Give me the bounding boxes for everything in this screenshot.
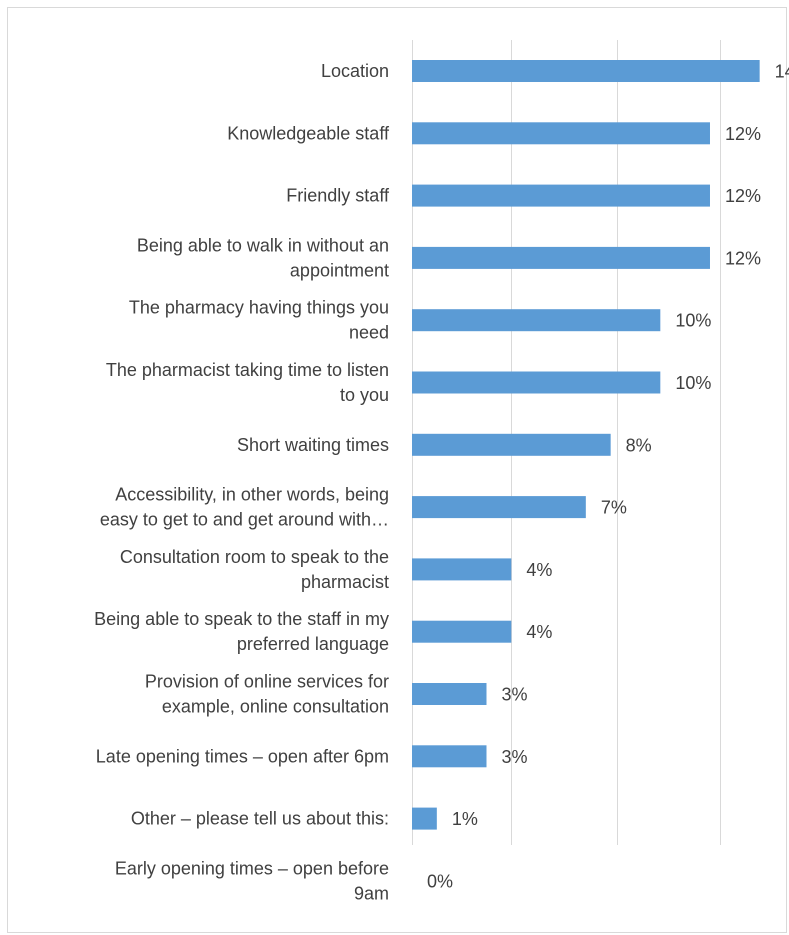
category-label-11: Late opening times – open after 6pm (96, 746, 389, 766)
bar-2 (412, 184, 710, 207)
category-label-1: Knowledgeable staff (227, 123, 390, 143)
category-label-0: Location (321, 61, 389, 81)
data-label-10: 3% (501, 685, 527, 705)
bar-0 (412, 60, 760, 82)
bar-9 (412, 620, 512, 643)
bar-6 (412, 433, 611, 456)
category-label-4: The pharmacy having things you need (129, 298, 389, 343)
data-label-2: 12% (725, 186, 761, 206)
category-label-8: Consultation room to speak to the pharmac… (120, 547, 389, 592)
category-label-10: Provision of online services for example,… (145, 672, 389, 717)
category-label-6: Short waiting times (237, 435, 389, 455)
data-label-9: 4% (526, 622, 552, 642)
category-label-13: Early opening times – open before 9am (115, 858, 389, 903)
category-label-9: Being able to speak to the staff in my pr… (94, 609, 389, 654)
bar-4 (412, 309, 661, 332)
data-label-4: 10% (675, 311, 711, 331)
data-label-7: 7% (601, 498, 627, 518)
bars (412, 60, 760, 830)
data-label-5: 10% (675, 373, 711, 393)
data-label-8: 4% (526, 560, 552, 580)
category-label-5: The pharmacist taking time to listen to y… (106, 360, 389, 405)
category-labels: Location Knowledgeable staff Friendly staf… (94, 61, 390, 903)
bar-7 (412, 496, 586, 519)
data-label-13: 0% (427, 871, 453, 891)
data-label-11: 3% (501, 747, 527, 767)
bar-11 (412, 745, 487, 768)
data-label-6: 8% (626, 435, 652, 455)
bar-10 (412, 683, 487, 705)
bar-12 (412, 807, 437, 830)
bar-1 (412, 122, 710, 145)
bar-3 (412, 246, 710, 269)
category-label-2: Friendly staff (286, 186, 390, 206)
bar-8 (412, 558, 512, 581)
data-label-12: 1% (452, 809, 478, 829)
category-label-12: Other – please tell us about this: (131, 809, 389, 829)
bar-5 (412, 371, 661, 394)
data-labels: 14% 12% 12% 12% 10% 10% 8% 7% 4% 4% 3% 3% 1% 0% (427, 62, 789, 892)
chart-frame (7, 7, 787, 933)
category-label-7: Accessibility, in other words, being easy… (100, 485, 389, 530)
data-label-0: 14% (775, 62, 789, 82)
data-label-1: 12% (725, 124, 761, 144)
category-label-3: Being able to walk in without an appointm… (137, 235, 389, 280)
data-label-3: 12% (725, 248, 761, 268)
